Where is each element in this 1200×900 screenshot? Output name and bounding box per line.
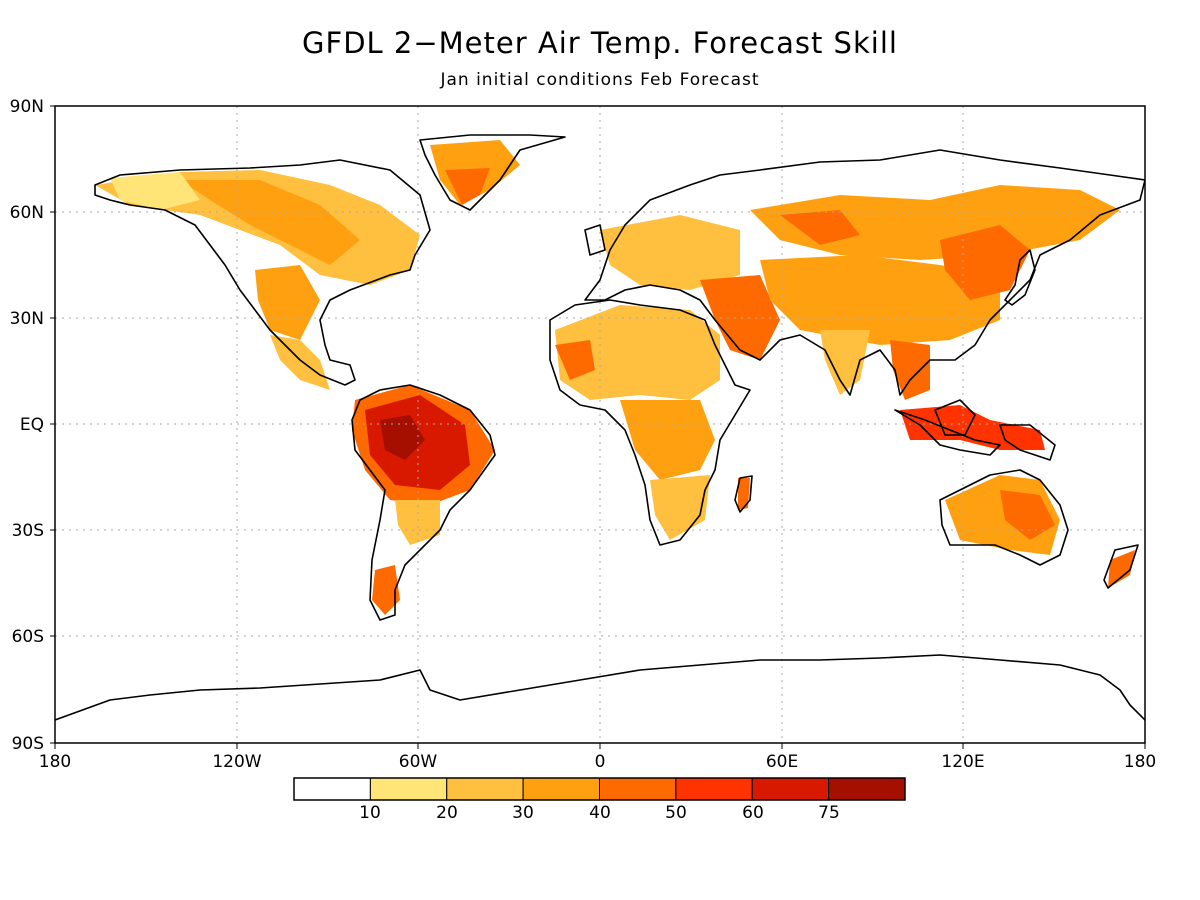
coast-new-zealand	[1103, 544, 1139, 589]
legend-swatch	[599, 777, 677, 801]
coast-japan	[1004, 249, 1036, 306]
coast-antarctica	[55, 654, 1145, 721]
lon-tick-label: 180	[1124, 752, 1156, 772]
skill-region-australia-core	[1000, 490, 1055, 540]
coast-africa	[549, 299, 751, 546]
skill-region-amazon-peak	[380, 415, 425, 460]
legend-label: 20	[436, 803, 458, 823]
legend-label: 60	[742, 803, 764, 823]
coast-uk	[584, 224, 606, 256]
map-title: GFDL 2−Meter Air Temp. Forecast Skill	[302, 26, 898, 60]
skill-region-patagonia	[372, 565, 400, 615]
lon-tick-label: 120W	[212, 752, 261, 772]
skill-region-maritime	[900, 405, 1045, 450]
legend-swatch	[446, 777, 524, 801]
skill-region-indochina	[890, 340, 930, 400]
lon-tick-label: 60E	[766, 752, 798, 772]
map-subtitle: Jan initial conditions Feb Forecast	[440, 70, 760, 90]
legend-label: 40	[589, 803, 611, 823]
coast-greenland	[419, 134, 566, 211]
lat-tick-label: 60N	[10, 203, 44, 223]
legend-label: 75	[818, 803, 840, 823]
skill-region-greenland-core	[445, 168, 490, 205]
legend-label: 10	[359, 803, 381, 823]
coast-madagascar	[734, 475, 753, 513]
lat-tick-label: 90N	[10, 97, 44, 117]
lon-tick-label: 0	[595, 752, 606, 772]
coast-eurasia	[584, 149, 1145, 396]
legend-swatch	[751, 777, 830, 801]
coastlines	[55, 134, 1145, 721]
skill-region-central-asia-core	[780, 210, 860, 245]
skill-region-siberia	[750, 185, 1120, 260]
skill-region-middle-east	[700, 275, 780, 360]
coast-south-america	[351, 384, 496, 621]
lat-tick-label: EQ	[20, 415, 44, 435]
legend-swatch	[522, 777, 600, 801]
skill-region-southern-africa	[650, 475, 710, 540]
lon-tick-label: 60W	[399, 752, 438, 772]
gridlines	[55, 106, 1145, 743]
skill-region-southern-sa	[395, 500, 440, 545]
legend-swatch	[675, 777, 753, 801]
coast-australia	[939, 469, 1069, 566]
legend-frame	[293, 777, 906, 801]
lon-axis: 180 120W 60W 0 60E 120E 180	[39, 743, 1156, 772]
lon-tick-label: 120E	[941, 752, 984, 772]
lat-axis: 90N 60N 30N EQ 30S 60S 90S	[10, 97, 55, 754]
skill-region-india	[820, 330, 870, 395]
skill-region-europe	[600, 215, 740, 290]
coast-indonesia	[894, 409, 1001, 456]
coast-north-america	[94, 159, 431, 386]
legend-swatch	[293, 777, 371, 801]
legend-label: 50	[665, 803, 687, 823]
skill-region-mexico	[270, 335, 330, 390]
lon-tick-label: 180	[39, 752, 71, 772]
lat-tick-label: 30N	[10, 309, 44, 329]
skill-region-new-zealand	[1108, 550, 1135, 588]
skill-region-canada-core	[180, 180, 360, 265]
lat-tick-label: 90S	[12, 734, 44, 754]
skill-region-sahara	[555, 305, 720, 400]
skill-region-alaska	[110, 172, 200, 210]
lat-tick-label: 30S	[12, 521, 44, 541]
map-content	[55, 106, 1145, 743]
skill-region-west-africa	[555, 340, 595, 380]
legend-boxes	[293, 777, 906, 801]
color-legend: 10 20 30 40 50 60 75	[293, 777, 906, 823]
skill-region-central-africa	[620, 400, 715, 480]
skill-region-central-asia	[760, 255, 1000, 345]
legend-label: 30	[512, 803, 534, 823]
skill-region-madagascar	[738, 478, 750, 510]
coast-borneo	[934, 399, 976, 436]
skill-shading	[95, 140, 1135, 615]
legend-swatch	[828, 777, 906, 801]
legend-swatch	[369, 777, 448, 801]
coast-new-guinea	[999, 424, 1056, 461]
skill-region-us-west	[255, 265, 320, 340]
lat-tick-label: 60S	[12, 627, 44, 647]
